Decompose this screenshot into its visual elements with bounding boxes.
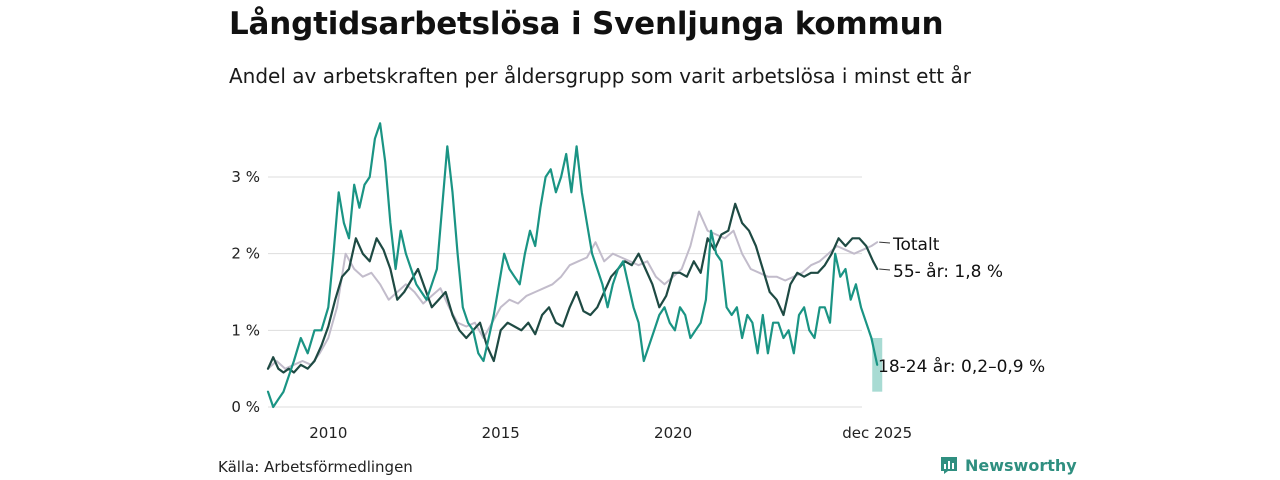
x-tick-label-3: dec 2025 (842, 424, 912, 442)
y-tick-label-0: 0 % (231, 398, 260, 416)
x-tick-label-1: 2015 (482, 424, 520, 442)
label-55: 55- år: 1,8 % (893, 261, 1003, 282)
x-tick-label-0: 2010 (309, 424, 347, 442)
y-tick-label-2: 2 % (231, 245, 260, 263)
grid-layer: 0 % 1 % 2 % 3 % 2010 2015 2020 dec 2025 (231, 168, 912, 442)
bar-chart-icon (941, 457, 957, 474)
brand-name: Newsworthy (965, 455, 1077, 475)
label-layer: Totalt 55- år: 1,8 % 18-24 år: 0,2–0,9 % (878, 235, 1045, 377)
series-18-24 (266, 122, 879, 409)
series-55 (266, 202, 879, 374)
newsworthy-logo[interactable]: Newsworthy (939, 455, 1077, 475)
label-totalt: Totalt (892, 235, 940, 255)
y-tick-label-3: 3 % (231, 168, 260, 186)
y-tick-label-1: 1 % (231, 321, 260, 339)
label-totalt-leader (879, 241, 891, 244)
chart-subtitle: Andel av arbetskraften per åldersgrupp s… (229, 64, 971, 88)
series-layer (266, 122, 879, 409)
label-55-leader (879, 268, 891, 271)
label-18-24: 18-24 år: 0,2–0,9 % (878, 356, 1045, 377)
source-note: Källa: Arbetsförmedlingen (218, 458, 413, 476)
chart-title: Långtidsarbetslösa i Svenljunga kommun (229, 6, 944, 42)
x-tick-label-2: 2020 (654, 424, 692, 442)
series-totalt (267, 210, 879, 370)
